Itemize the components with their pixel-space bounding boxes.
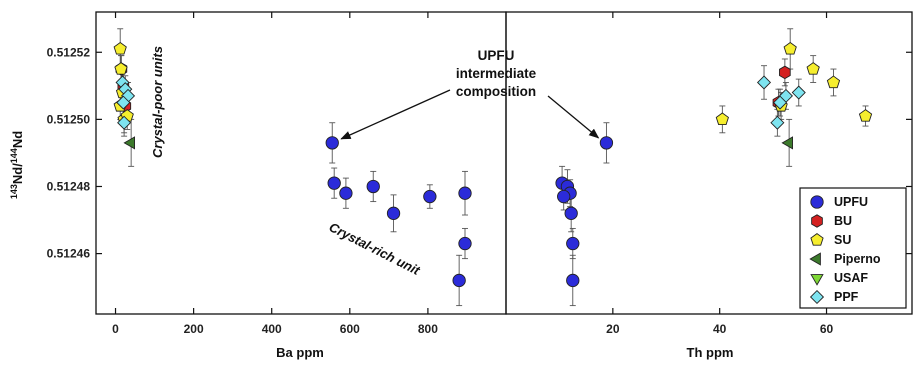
left-upfu-point-2 [339, 186, 353, 200]
right-x-axis-title: Th ppm [687, 345, 734, 360]
right-upfu-point-4 [557, 189, 571, 204]
legend-label-bu: BU [834, 214, 852, 228]
legend-marker-su [810, 233, 824, 246]
right-su-point-4 [858, 109, 873, 122]
y-tick-label-1: 0.51248 [47, 179, 91, 193]
legend-marker-ppf [809, 289, 825, 305]
upfu-annotation-line2: intermediate [456, 66, 537, 81]
left-upfu-point-7 [458, 236, 472, 251]
legend-marker-usaf [810, 274, 824, 286]
legend-label-usaf: USAF [834, 271, 868, 285]
right-bu-point-0 [779, 65, 791, 80]
right-x-ticks: 20 40 60 [606, 12, 834, 336]
y-ticks: 0.51246 0.51248 0.51250 0.51252 [47, 45, 912, 261]
left-x-tick-label-200: 200 [184, 322, 204, 336]
right-ppf-point-3 [773, 95, 788, 110]
crystal-rich-label: Crystal-rich unit [327, 219, 423, 278]
left-upfu-point-3 [366, 179, 380, 194]
right-su-point-5 [715, 112, 729, 126]
right-ppf-point-1 [791, 85, 806, 100]
data-points [113, 28, 873, 307]
left-su-point-0 [113, 41, 127, 55]
left-x-tick-label-400: 400 [262, 322, 282, 336]
left-piperno-point-0 [123, 136, 135, 150]
right-upfu-point-6 [566, 236, 580, 251]
left-x-tick-label-0: 0 [112, 322, 119, 336]
annotation-arrow-left [340, 89, 451, 140]
right-upfu-point-0 [599, 136, 614, 150]
left-x-ticks: 0 200 400 600 800 [112, 12, 438, 336]
legend: UPFU BU SU Piperno USAF PPF [799, 187, 907, 309]
left-upfu-point-5 [423, 189, 437, 204]
left-upfu-point-1 [327, 176, 341, 190]
y-axis-title-base1: Nd/ [10, 163, 25, 184]
upfu-annotation-line3: composition [456, 84, 536, 99]
right-su-point-0 [783, 41, 797, 55]
right-x-tick-label-60: 60 [820, 322, 834, 336]
left-ppf-point-3 [116, 95, 131, 110]
right-ppf-point-4 [770, 115, 785, 130]
right-upfu-point-5 [564, 206, 578, 220]
left-x-tick-label-800: 800 [418, 322, 438, 336]
left-upfu-point-6 [458, 186, 472, 200]
left-ppf-point-4 [117, 115, 132, 130]
left-upfu-point-4 [386, 206, 401, 220]
right-upfu-point-7 [566, 273, 580, 288]
right-x-tick-label-40: 40 [713, 322, 727, 336]
right-panel-frame [505, 11, 913, 315]
left-su-point-1 [114, 62, 128, 75]
legend-label-upfu: UPFU [834, 195, 868, 209]
y-axis-title: 143Nd/144Nd [9, 131, 25, 199]
left-upfu-point-8 [452, 273, 466, 288]
y-axis-title-sup2: 144 [9, 148, 19, 163]
left-upfu-point-0 [325, 136, 339, 150]
y-tick-label-0: 0.51246 [47, 247, 91, 261]
legend-label-su: SU [834, 233, 851, 247]
annotation-arrow-right [547, 95, 600, 139]
y-tick-label-2: 0.51250 [47, 112, 91, 126]
upfu-annotation-line1: UPFU [478, 48, 515, 63]
right-x-tick-label-20: 20 [606, 322, 620, 336]
legend-label-ppf: PPF [834, 290, 859, 304]
right-su-point-1 [806, 62, 820, 75]
y-axis-title-base2: Nd [10, 131, 25, 148]
right-piperno-point-0 [781, 136, 793, 150]
right-ppf-point-0 [756, 75, 772, 90]
legend-marker-piperno [809, 252, 821, 266]
right-su-point-2 [826, 75, 841, 89]
legend-label-piperno: Piperno [834, 252, 881, 266]
crystal-poor-label: Crystal-poor units [150, 46, 165, 158]
y-axis-title-sup1: 143 [9, 184, 19, 199]
legend-marker-upfu [810, 195, 824, 209]
legend-markers [809, 195, 825, 305]
left-x-tick-label-600: 600 [340, 322, 360, 336]
legend-marker-bu [811, 214, 823, 228]
y-tick-label-3: 0.51252 [47, 45, 91, 59]
left-x-axis-title: Ba ppm [276, 345, 324, 360]
